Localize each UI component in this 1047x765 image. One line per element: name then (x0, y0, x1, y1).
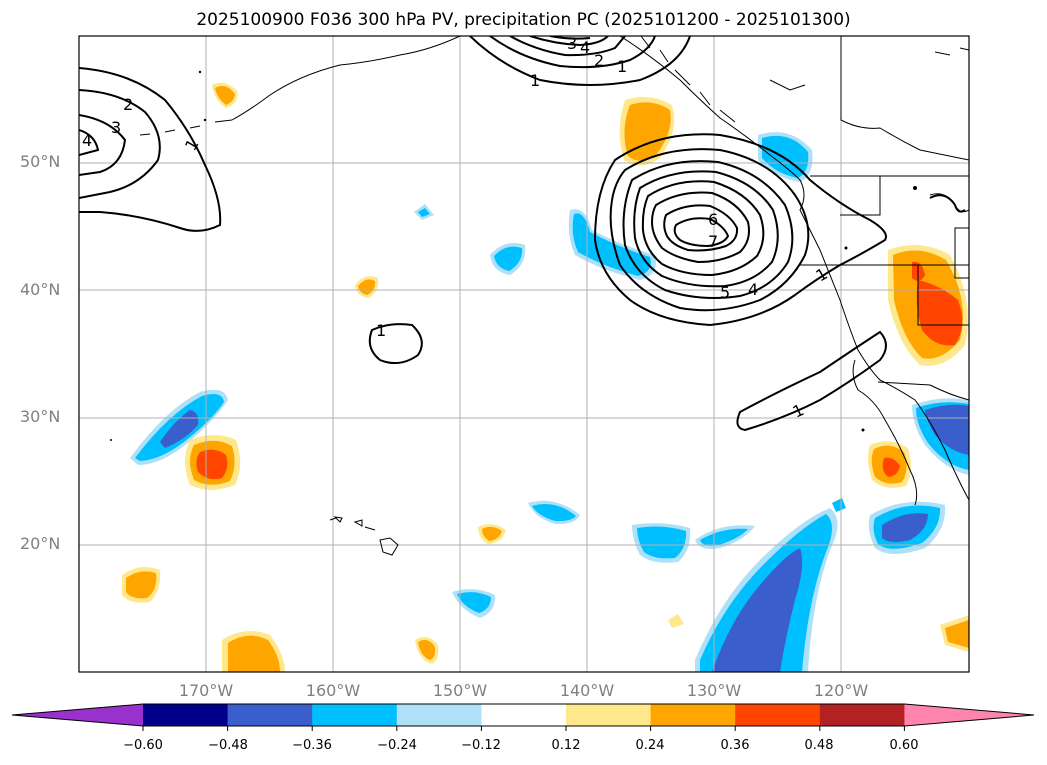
contour-label: 2 (123, 95, 133, 114)
colorbar-tick-label: 0.60 (889, 738, 919, 753)
colorbar-segment (396, 704, 482, 726)
coastlines (139, 36, 969, 506)
colorbar-segment (566, 704, 652, 726)
colorbar-segment (904, 704, 1034, 726)
precip-negative-area (882, 513, 928, 543)
contour-label: 3 (111, 118, 121, 137)
contour-label: 4 (580, 38, 590, 57)
map-border (78, 35, 970, 673)
precip-negative-area (160, 410, 199, 448)
colorbar (11, 703, 1035, 731)
precip-negative-area (457, 592, 491, 613)
precip-negative-area (925, 404, 969, 455)
precip-negative-area (418, 208, 430, 217)
lat-label: 30°N (20, 407, 61, 426)
map-area (79, 36, 969, 672)
colorbar-tick-label: 0.12 (551, 738, 581, 753)
precip-shading (122, 82, 969, 672)
contour-label: 2 (594, 51, 604, 70)
colorbar-tick-label: −0.24 (377, 738, 417, 753)
precip-positive-area (945, 620, 969, 648)
contour-label: 1 (530, 71, 540, 90)
lon-label: 120°W (813, 681, 869, 700)
colorbar-tick-label: 0.36 (720, 738, 750, 753)
contour-label: 3 (567, 34, 577, 53)
hawaiian-islands (329, 516, 399, 556)
colorbar-segment (143, 704, 229, 726)
lon-label: 160°W (305, 681, 361, 700)
precip-positive-area (228, 635, 280, 672)
precip-positive-area (418, 639, 436, 660)
pv-contours (79, 36, 966, 432)
lon-label: 130°W (686, 681, 742, 700)
precip-negative-area (832, 498, 846, 512)
colorbar-segment (227, 704, 313, 726)
gridlines (79, 36, 969, 672)
lat-label: 50°N (20, 152, 61, 171)
title: 2025100900 F036 300 hPa PV, precipitatio… (196, 10, 851, 30)
lon-label: 140°W (559, 681, 615, 700)
contour-label: 1 (376, 321, 386, 340)
colorbar-segment (819, 704, 905, 726)
colorbar-segment (735, 704, 821, 726)
contour-label: 4 (82, 131, 92, 150)
precip-positive-area (482, 526, 502, 541)
contour-label: 7 (708, 232, 718, 251)
precip-positive-area (668, 614, 684, 628)
precip-positive-area (916, 280, 963, 346)
precip-negative-area (494, 246, 523, 271)
colorbar-tick-label: −0.60 (123, 738, 163, 753)
colorbar-tick-label: −0.36 (292, 738, 332, 753)
contour-label: 6 (708, 210, 718, 229)
small-islands (110, 70, 917, 441)
colorbar-segment (481, 704, 567, 726)
precip-negative-area (637, 526, 687, 559)
lon-label: 150°W (432, 681, 488, 700)
precip-negative-area (712, 548, 803, 672)
colorbar-segment (312, 704, 398, 726)
precip-positive-area (358, 279, 376, 295)
colorbar-tick-label: 0.48 (804, 738, 834, 753)
colorbar-tick-label: 0.24 (635, 738, 665, 753)
precip-positive-area (624, 102, 671, 161)
precip-positive-area (126, 571, 157, 599)
precip-negative-area (700, 528, 748, 546)
lat-label: 40°N (20, 280, 61, 299)
precip-negative-area (532, 503, 576, 522)
colorbar-segment (12, 704, 143, 726)
precip-positive-area (196, 449, 228, 480)
lat-label: 20°N (20, 534, 61, 553)
contour-label: 5 (720, 283, 730, 302)
precip-positive-area (882, 457, 900, 477)
colorbar-segment (650, 704, 736, 726)
contour-label: 4 (748, 280, 758, 299)
colorbar-tick-label: −0.48 (208, 738, 248, 753)
contour-label: 1 (617, 57, 627, 76)
colorbar-tick-label: −0.12 (461, 738, 501, 753)
lon-label: 170°W (178, 681, 234, 700)
precip-positive-area (215, 86, 235, 105)
